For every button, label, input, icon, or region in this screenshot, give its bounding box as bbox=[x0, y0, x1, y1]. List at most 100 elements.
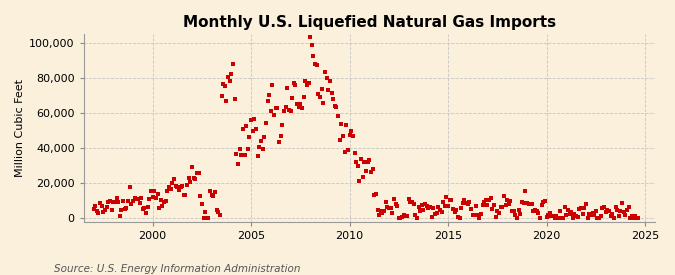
Point bbox=[354, 179, 365, 183]
Point bbox=[564, 212, 575, 217]
Title: Monthly U.S. Liquefied Natural Gas Imports: Monthly U.S. Liquefied Natural Gas Impor… bbox=[183, 15, 556, 30]
Point bbox=[159, 200, 169, 204]
Point bbox=[369, 193, 379, 197]
Point bbox=[512, 216, 522, 220]
Point bbox=[195, 194, 206, 199]
Point bbox=[223, 74, 234, 79]
Point bbox=[157, 204, 168, 208]
Point bbox=[348, 134, 358, 138]
Point bbox=[439, 204, 450, 208]
Point bbox=[306, 43, 317, 47]
Point bbox=[482, 203, 493, 207]
Point bbox=[364, 158, 375, 163]
Point bbox=[576, 206, 587, 210]
Point bbox=[288, 81, 299, 85]
Point bbox=[562, 208, 573, 212]
Point bbox=[500, 202, 511, 207]
Point bbox=[134, 200, 145, 205]
Point bbox=[196, 202, 207, 207]
Point bbox=[591, 208, 601, 213]
Point bbox=[438, 200, 449, 204]
Point bbox=[371, 192, 381, 196]
Point bbox=[594, 216, 605, 220]
Point bbox=[103, 200, 113, 205]
Point bbox=[317, 86, 327, 91]
Point bbox=[329, 104, 340, 108]
Point bbox=[310, 62, 321, 66]
Point bbox=[451, 208, 462, 212]
Point bbox=[303, 81, 314, 86]
Point bbox=[464, 200, 475, 204]
Point bbox=[113, 200, 124, 204]
Point bbox=[507, 209, 518, 213]
Point bbox=[249, 116, 260, 121]
Point bbox=[489, 203, 500, 207]
Point bbox=[394, 216, 404, 220]
Point bbox=[392, 204, 402, 208]
Y-axis label: Million Cubic Feet: Million Cubic Feet bbox=[15, 79, 25, 177]
Point bbox=[585, 213, 596, 218]
Point bbox=[254, 145, 265, 150]
Point bbox=[261, 121, 271, 125]
Point bbox=[617, 201, 628, 205]
Point bbox=[121, 206, 132, 210]
Point bbox=[88, 206, 99, 211]
Point bbox=[200, 210, 211, 214]
Point bbox=[614, 213, 624, 218]
Point bbox=[201, 216, 212, 220]
Point bbox=[344, 133, 355, 137]
Point bbox=[561, 213, 572, 217]
Point bbox=[236, 153, 246, 158]
Point bbox=[105, 199, 115, 204]
Point bbox=[403, 197, 414, 201]
Point bbox=[466, 207, 477, 211]
Point bbox=[474, 216, 485, 220]
Point bbox=[101, 204, 112, 209]
Point bbox=[165, 187, 176, 192]
Point bbox=[556, 216, 567, 220]
Point bbox=[170, 184, 181, 188]
Point bbox=[443, 204, 454, 208]
Point bbox=[382, 205, 393, 210]
Point bbox=[124, 185, 135, 189]
Point bbox=[280, 105, 291, 110]
Point bbox=[155, 197, 166, 202]
Point bbox=[522, 200, 533, 205]
Point bbox=[516, 200, 527, 205]
Point bbox=[262, 98, 273, 103]
Point bbox=[252, 154, 263, 158]
Point bbox=[572, 215, 583, 219]
Point bbox=[161, 199, 171, 203]
Point bbox=[295, 101, 306, 106]
Point bbox=[389, 196, 400, 201]
Point bbox=[531, 209, 542, 213]
Point bbox=[182, 183, 192, 187]
Point bbox=[566, 210, 576, 214]
Point bbox=[230, 97, 240, 101]
Point bbox=[98, 210, 109, 214]
Point bbox=[545, 211, 556, 216]
Point bbox=[505, 198, 516, 203]
Point bbox=[186, 165, 197, 169]
Point bbox=[226, 72, 237, 76]
Point bbox=[385, 205, 396, 210]
Point bbox=[333, 114, 344, 118]
Point bbox=[405, 200, 416, 204]
Point bbox=[444, 198, 455, 203]
Point bbox=[420, 202, 431, 206]
Point bbox=[450, 210, 460, 214]
Point bbox=[362, 160, 373, 165]
Point bbox=[568, 216, 578, 220]
Point bbox=[338, 134, 348, 139]
Point bbox=[340, 150, 350, 154]
Point bbox=[233, 161, 244, 166]
Point bbox=[298, 95, 309, 99]
Point bbox=[136, 196, 146, 200]
Point bbox=[528, 209, 539, 213]
Point bbox=[129, 196, 140, 201]
Point bbox=[267, 83, 278, 87]
Point bbox=[595, 214, 606, 218]
Point bbox=[416, 203, 427, 208]
Point bbox=[152, 192, 163, 196]
Point bbox=[284, 108, 294, 112]
